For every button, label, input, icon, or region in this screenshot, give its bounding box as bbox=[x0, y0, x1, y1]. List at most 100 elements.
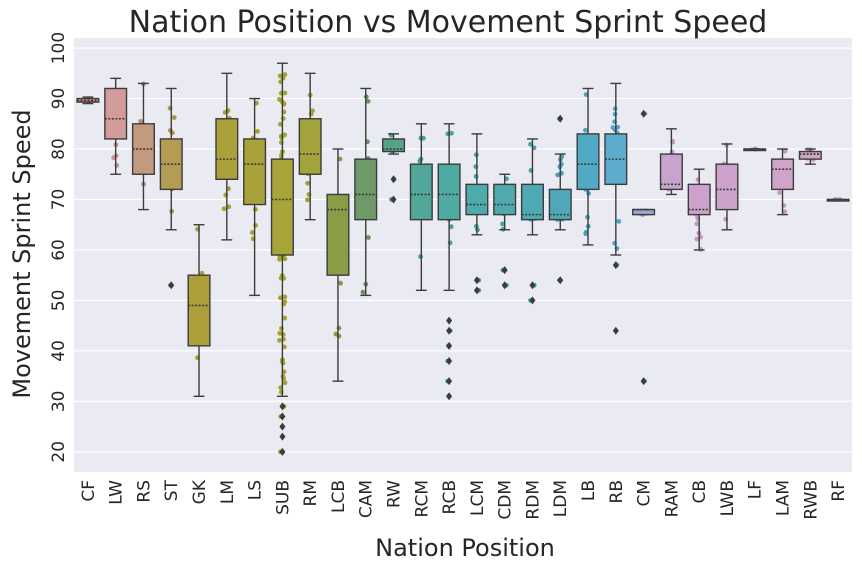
outlier-marker bbox=[390, 195, 397, 204]
strip-point bbox=[336, 325, 342, 331]
strip-point bbox=[310, 108, 315, 114]
strip-point bbox=[282, 294, 288, 300]
box-body bbox=[687, 183, 711, 216]
strip-point bbox=[199, 270, 205, 276]
outlier-marker bbox=[446, 316, 453, 325]
strip-point bbox=[279, 325, 284, 331]
box-rwb bbox=[798, 148, 822, 165]
box-body bbox=[659, 153, 683, 191]
y-tick-label: 20 bbox=[49, 441, 69, 463]
x-tick-label: CAM bbox=[357, 480, 377, 518]
box-st bbox=[159, 87, 183, 290]
x-tick-label: LB bbox=[579, 480, 599, 501]
outlier-marker bbox=[640, 109, 647, 118]
outlier-marker bbox=[501, 281, 508, 290]
strip-point bbox=[305, 197, 310, 203]
box-body bbox=[576, 133, 600, 191]
strip-point bbox=[249, 230, 255, 235]
x-tick-label: GK bbox=[190, 479, 210, 504]
y-tick-label: 60 bbox=[49, 239, 69, 261]
y-axis-label: Movement Sprint Speed bbox=[8, 109, 36, 398]
x-tick-label: RW bbox=[384, 480, 404, 508]
strip-point bbox=[694, 236, 700, 242]
strip-point bbox=[111, 155, 117, 161]
x-tick-label: RCB bbox=[440, 480, 460, 515]
outlier-marker bbox=[473, 276, 480, 285]
strip-point bbox=[253, 206, 258, 212]
strip-point bbox=[337, 156, 343, 162]
outlier-marker bbox=[446, 326, 453, 335]
y-tick-label: 100 bbox=[49, 32, 69, 64]
outlier-marker bbox=[279, 432, 286, 441]
strip-point bbox=[418, 254, 423, 259]
strip-point bbox=[366, 235, 371, 240]
box-body bbox=[354, 158, 378, 221]
outlier-marker bbox=[279, 447, 286, 456]
box-body bbox=[715, 163, 739, 211]
box-rcb bbox=[437, 123, 461, 401]
box-rs bbox=[131, 82, 156, 211]
outlier-marker bbox=[612, 261, 619, 270]
strip-point bbox=[221, 206, 227, 212]
chart-title: Nation Position vs Movement Sprint Speed bbox=[129, 5, 768, 40]
outlier-marker bbox=[446, 392, 453, 401]
box-cf bbox=[76, 96, 100, 105]
x-tick-label: RWB bbox=[801, 480, 821, 520]
box-body bbox=[437, 163, 461, 221]
strip-point bbox=[338, 280, 343, 286]
outlier-marker bbox=[612, 326, 619, 335]
y-tick-labels: 20 30 40 50 60 70 80 90 100 bbox=[49, 32, 69, 463]
box-body bbox=[770, 158, 795, 191]
box-body bbox=[298, 118, 322, 175]
outlier-marker bbox=[446, 356, 453, 365]
strip-point bbox=[582, 127, 588, 133]
box-rw bbox=[381, 133, 406, 204]
x-tick-label: LM bbox=[218, 480, 238, 504]
strip-point bbox=[277, 96, 282, 102]
outlier-marker bbox=[557, 276, 564, 285]
strip-point bbox=[616, 218, 622, 224]
x-tick-label: LCB bbox=[329, 480, 349, 513]
box-body bbox=[215, 118, 239, 181]
outlier-marker bbox=[529, 296, 536, 305]
x-tick-label: RB bbox=[607, 480, 627, 503]
box-rdm bbox=[520, 138, 545, 305]
strip-point bbox=[583, 231, 589, 237]
box-cdm bbox=[493, 173, 517, 290]
x-tick-label: LCM bbox=[468, 480, 488, 516]
box-sub bbox=[270, 62, 294, 456]
x-tick-label: LF bbox=[746, 480, 766, 499]
box-lam bbox=[770, 148, 795, 216]
x-tick-label: CF bbox=[79, 480, 99, 502]
strip-point bbox=[280, 116, 286, 121]
box-cm bbox=[632, 109, 656, 386]
box-body bbox=[465, 183, 489, 216]
outlier-marker bbox=[473, 286, 480, 295]
y-tick-label: 90 bbox=[49, 88, 69, 110]
strip-point bbox=[448, 224, 454, 230]
box-cam bbox=[354, 87, 378, 297]
strip-point bbox=[365, 98, 371, 104]
x-tick-label: SUB bbox=[273, 480, 293, 515]
strip-point bbox=[777, 190, 782, 196]
x-tick-labels: CF LW RS ST GK LM LS SUB RM LCB CAM RW RCM RCB LCM CDM R… bbox=[79, 479, 849, 519]
outlier-marker bbox=[279, 422, 286, 431]
x-tick-label: LS bbox=[246, 480, 266, 500]
y-tick-label: 70 bbox=[49, 189, 69, 211]
outlier-marker bbox=[640, 377, 647, 386]
x-tick-label: CM bbox=[635, 480, 655, 507]
x-tick-label: LW bbox=[107, 480, 127, 505]
box-lcm bbox=[465, 133, 489, 295]
outlier-marker bbox=[529, 281, 536, 290]
box-lw bbox=[104, 77, 128, 175]
outlier-marker bbox=[446, 341, 453, 350]
x-tick-label: RS bbox=[134, 480, 154, 503]
outlier-marker bbox=[446, 377, 453, 386]
strip-point bbox=[528, 141, 533, 147]
strip-point bbox=[282, 72, 288, 77]
strip-point bbox=[226, 204, 232, 210]
box-body bbox=[187, 274, 211, 347]
strip-point bbox=[282, 256, 288, 262]
outlier-marker bbox=[279, 402, 286, 411]
